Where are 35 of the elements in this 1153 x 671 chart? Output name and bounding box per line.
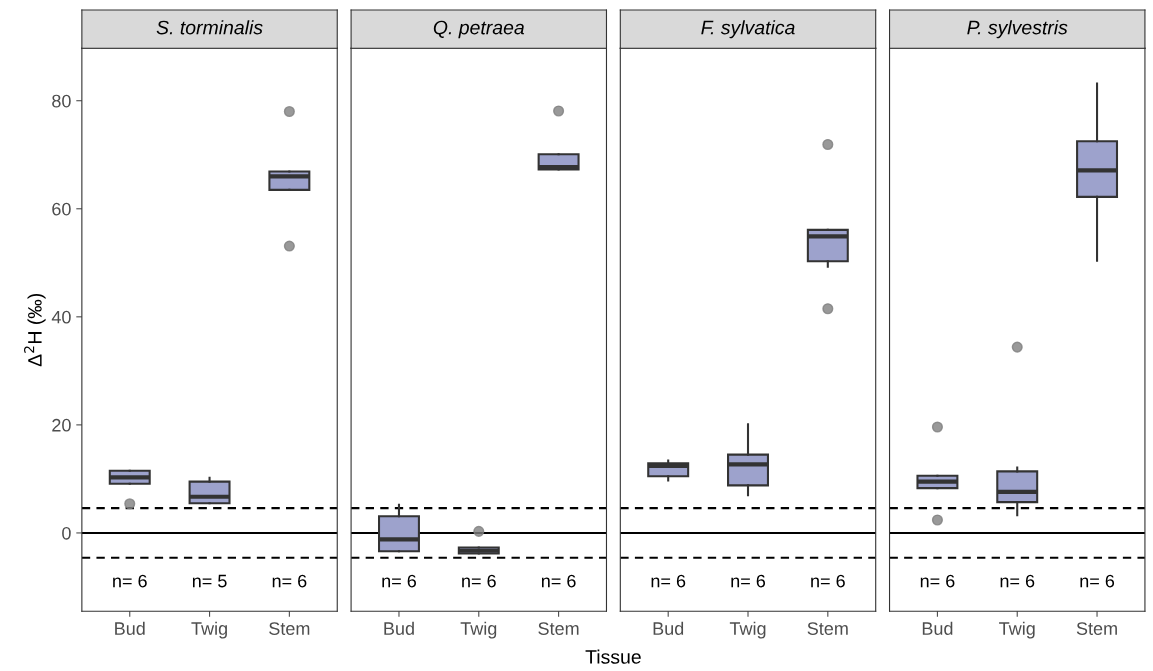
x-tick-label: Bud [922,621,953,635]
annotation: n= 6 [113,574,147,588]
x-tick-label: Bud [653,621,684,635]
x-tick-label: Stem [269,622,310,635]
chart-title: S. torminalis [156,20,263,35]
x-tick-label: Twig [999,621,1035,639]
x-tick-label: Bud [115,621,145,635]
annotation: n= 6 [382,574,416,588]
y-axis-title: Δ$^{2}$H (‰) [24,293,46,367]
annotation: n= 6 [651,574,686,588]
annotation: n= 6 [1000,574,1035,588]
y-tick-label: 0 [62,526,71,540]
annotation: n= 6 [1080,574,1115,588]
x-tick-label: Stem [807,622,848,635]
chart-title: F. sylvatica [701,20,795,39]
x-tick-label: Twig [729,621,766,639]
annotation: n= 6 [731,574,766,588]
x-tick-label: Stem [538,622,579,635]
y-tick-label: 40 [51,310,71,324]
y-tick-label: 80 [52,94,71,108]
x-tick-label: Twig [191,621,227,639]
annotation: n= 6 [272,574,307,588]
annotation: n= 5 [192,574,227,588]
x-axis-title: Tissue [585,649,641,664]
chart-title: Q. petraea [433,20,525,39]
annotation: n= 6 [462,574,496,588]
chart-title: P. sylvestris [967,20,1068,39]
x-tick-label: Stem [1076,622,1117,635]
annotation: n= 6 [541,574,576,588]
x-tick-label: Twig [460,621,497,639]
y-tick-label: 20 [52,418,71,432]
y-tick-label: 60 [52,202,71,216]
x-tick-label: Bud [384,621,414,635]
annotation: n= 6 [811,574,845,588]
annotation: n= 6 [920,574,955,588]
